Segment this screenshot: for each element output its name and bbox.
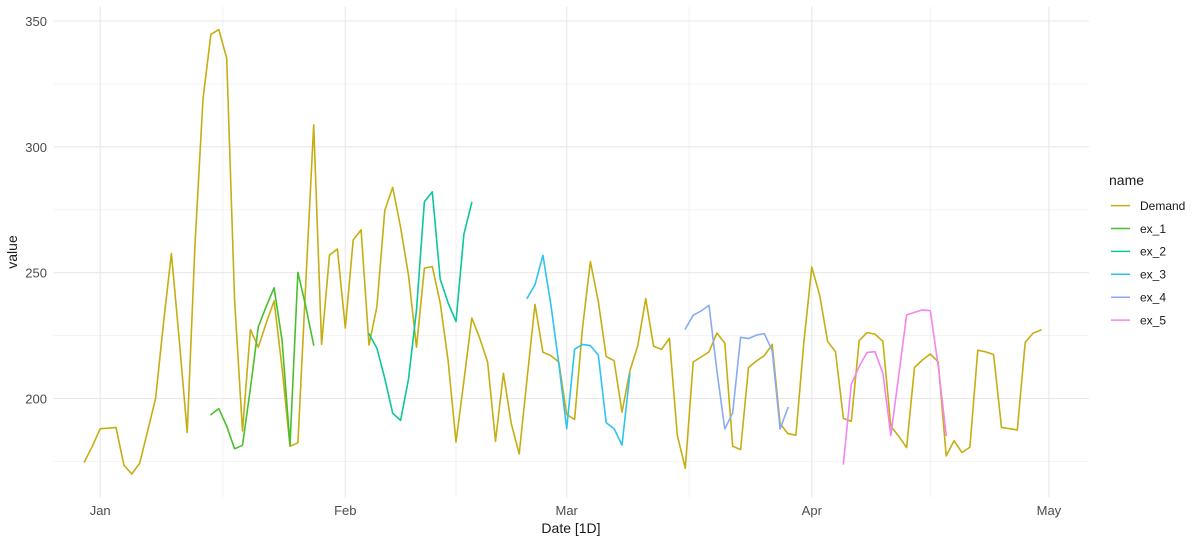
svg-text:ex_1: ex_1 [1140,222,1166,236]
svg-text:ex_3: ex_3 [1140,268,1166,282]
svg-text:May: May [1037,503,1062,518]
svg-text:250: 250 [25,266,47,281]
svg-text:ex_2: ex_2 [1140,245,1166,259]
svg-text:ex_5: ex_5 [1140,313,1166,327]
svg-text:200: 200 [25,392,47,407]
svg-text:ex_4: ex_4 [1140,291,1166,305]
svg-text:value: value [4,235,20,269]
svg-text:Date [1D]: Date [1D] [541,520,600,536]
svg-text:350: 350 [25,14,47,29]
svg-text:Apr: Apr [802,503,823,518]
svg-text:Feb: Feb [334,503,356,518]
svg-text:Mar: Mar [556,503,579,518]
svg-text:name: name [1109,172,1144,188]
svg-text:300: 300 [25,140,47,155]
svg-text:Jan: Jan [90,503,111,518]
svg-text:Demand: Demand [1140,199,1185,213]
